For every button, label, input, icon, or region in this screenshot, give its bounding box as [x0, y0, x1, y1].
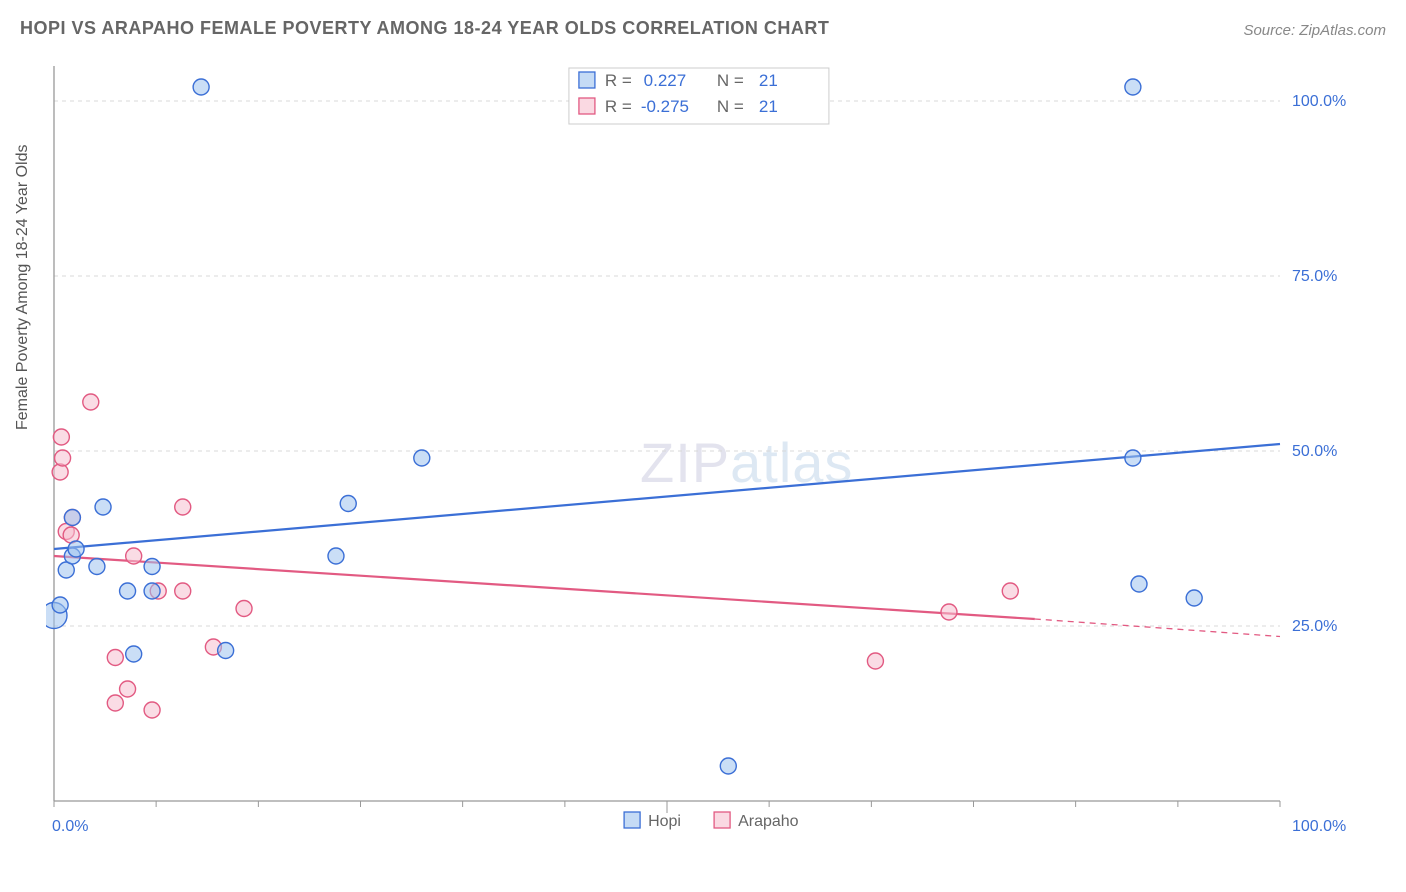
stats-swatch	[579, 72, 595, 88]
stats-n-label: N =	[717, 97, 744, 116]
hopi-point	[218, 643, 234, 659]
stats-swatch	[579, 98, 595, 114]
hopi-point	[144, 583, 160, 599]
arapaho-point	[107, 650, 123, 666]
arapaho-point	[53, 429, 69, 445]
stats-n-label: N =	[717, 71, 744, 90]
hopi-point	[95, 499, 111, 515]
legend-label: Arapaho	[738, 813, 799, 830]
arapaho-point	[236, 601, 252, 617]
arapaho-point	[52, 464, 68, 480]
y-tick-label: 25.0%	[1292, 618, 1337, 635]
hopi-point	[414, 450, 430, 466]
arapaho-point	[1002, 583, 1018, 599]
stats-r-value: 0.227	[644, 71, 687, 90]
arapaho-point	[120, 681, 136, 697]
x-tick-label: 100.0%	[1292, 818, 1346, 835]
hopi-point	[1131, 576, 1147, 592]
hopi-point	[1125, 79, 1141, 95]
stats-n-value: 21	[759, 71, 778, 90]
stats-r-value: -0.275	[641, 97, 689, 116]
stats-n-value: 21	[759, 97, 778, 116]
arapaho-trend-line-dashed	[1035, 619, 1280, 637]
hopi-point	[52, 597, 68, 613]
arapaho-point	[175, 499, 191, 515]
hopi-point	[89, 559, 105, 575]
arapaho-trend-line	[54, 556, 1035, 619]
chart-title: HOPI VS ARAPAHO FEMALE POVERTY AMONG 18-…	[20, 18, 829, 39]
y-tick-label: 50.0%	[1292, 443, 1337, 460]
hopi-point	[1125, 450, 1141, 466]
hopi-point	[720, 758, 736, 774]
arapaho-point	[175, 583, 191, 599]
hopi-point	[144, 559, 160, 575]
hopi-point	[340, 496, 356, 512]
stats-r-label: R =	[605, 71, 632, 90]
hopi-point	[68, 541, 84, 557]
hopi-point	[120, 583, 136, 599]
hopi-trend-line	[54, 444, 1280, 549]
stats-r-label: R =	[605, 97, 632, 116]
arapaho-point	[126, 548, 142, 564]
y-axis-label: Female Poverty Among 18-24 Year Olds	[14, 145, 32, 431]
y-tick-label: 75.0%	[1292, 268, 1337, 285]
arapaho-point	[144, 702, 160, 718]
arapaho-point	[867, 653, 883, 669]
hopi-point	[193, 79, 209, 95]
y-tick-label: 100.0%	[1292, 93, 1346, 110]
hopi-point	[1186, 590, 1202, 606]
arapaho-point	[941, 604, 957, 620]
legend-label: Hopi	[648, 813, 681, 830]
hopi-point	[126, 646, 142, 662]
arapaho-point	[55, 450, 71, 466]
source-label: Source: ZipAtlas.com	[1243, 22, 1386, 39]
hopi-point	[64, 510, 80, 526]
hopi-point	[328, 548, 344, 564]
correlation-chart: 25.0% 50.0% 75.0% 100.0% 0.0% 100.0% R = 0.227 N…	[46, 60, 1376, 855]
arapaho-point	[107, 695, 123, 711]
legend-swatch	[624, 812, 640, 828]
x-tick-label: 0.0%	[52, 818, 88, 835]
legend-swatch	[714, 812, 730, 828]
arapaho-point	[83, 394, 99, 410]
